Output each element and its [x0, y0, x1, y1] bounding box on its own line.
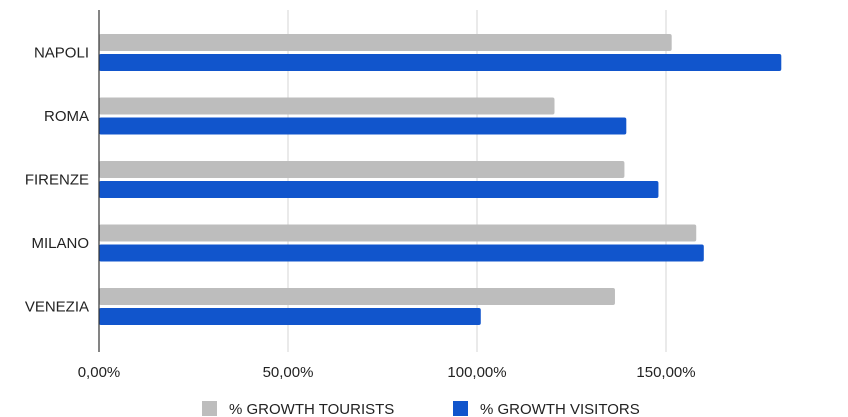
- legend-swatch-visitors: [453, 401, 468, 416]
- x-tick-label: 150,00%: [636, 364, 695, 381]
- legend-label-visitors: % GROWTH VISITORS: [480, 401, 640, 417]
- legend-label-tourists: % GROWTH TOURISTS: [229, 401, 394, 417]
- category-labels: NAPOLI ROMA FIRENZE MILANO VENEZIA: [25, 45, 89, 316]
- x-tick-label: 50,00%: [263, 364, 314, 381]
- bar-firenze-tourists: [99, 161, 625, 178]
- bar-napoli-tourists: [99, 34, 672, 51]
- bar-venezia-tourists: [99, 288, 615, 305]
- legend-swatch-tourists: [202, 401, 217, 416]
- bar-venezia-visitors: [99, 308, 481, 325]
- category-label: ROMA: [44, 108, 89, 125]
- x-tick-label: 100,00%: [447, 364, 506, 381]
- bar-roma-tourists: [99, 97, 555, 115]
- category-label: VENEZIA: [25, 299, 89, 316]
- category-label: NAPOLI: [34, 45, 89, 62]
- category-label: MILANO: [31, 235, 89, 252]
- bar-napoli-visitors: [99, 54, 782, 71]
- x-tick-labels: 0,00% 50,00% 100,00% 150,00%: [78, 364, 696, 381]
- category-label: FIRENZE: [25, 172, 89, 189]
- bar-milano-tourists: [99, 224, 697, 242]
- bars: [99, 34, 782, 325]
- legend: % GROWTH TOURISTS % GROWTH VISITORS: [202, 401, 640, 417]
- bar-milano-visitors: [99, 244, 704, 262]
- bar-roma-visitors: [99, 117, 627, 135]
- bar-firenze-visitors: [99, 181, 659, 198]
- x-tick-label: 0,00%: [78, 364, 121, 381]
